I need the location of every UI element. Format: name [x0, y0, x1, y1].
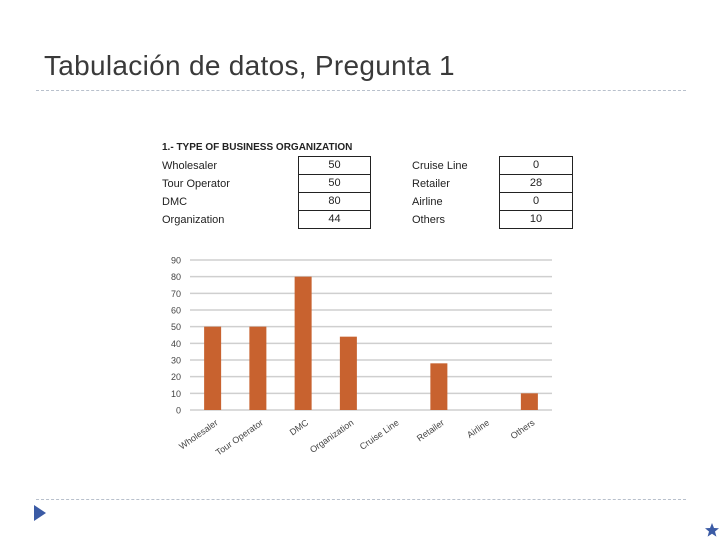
y-tick-label: 80	[171, 272, 181, 282]
table-left-label: Tour Operator	[162, 178, 230, 190]
table-left-value: 50	[298, 175, 371, 193]
star-icon	[705, 523, 719, 537]
x-tick-label: Tour Operator	[214, 417, 265, 457]
x-tick-label: DMC	[288, 417, 311, 437]
bar	[430, 363, 448, 410]
bar	[204, 326, 222, 410]
x-tick-label: Wholesaler	[177, 417, 220, 451]
y-tick-label: 70	[171, 289, 181, 299]
y-tick-label: 10	[171, 389, 181, 399]
x-tick-label: Airline	[465, 417, 491, 440]
triangle-right-icon[interactable]	[34, 505, 46, 521]
y-tick-label: 90	[171, 256, 181, 266]
table-left-label: Organization	[162, 214, 225, 226]
y-tick-label: 0	[176, 406, 181, 416]
slide-title: Tabulación de datos, Pregunta 1	[44, 50, 455, 81]
bar	[249, 326, 267, 410]
bar	[339, 336, 357, 410]
table-left-value: 50	[298, 156, 371, 175]
y-tick-label: 30	[171, 356, 181, 366]
y-tick-label: 50	[171, 322, 181, 332]
x-tick-label: Retailer	[415, 417, 446, 443]
footer-divider	[36, 499, 686, 500]
table-right-value: 28	[499, 175, 573, 193]
bar	[294, 276, 312, 410]
table-right-label: Cruise Line	[412, 160, 468, 172]
x-tick-label: Cruise Line	[358, 417, 401, 451]
table-left-value: 80	[298, 193, 371, 211]
table-left-value: 44	[298, 211, 371, 229]
table-right-label: Others	[412, 214, 446, 226]
y-tick-label: 60	[171, 306, 181, 316]
table-right-label: Retailer	[412, 178, 450, 190]
y-tick-label: 40	[171, 339, 181, 349]
table-right-value: 10	[499, 211, 573, 229]
table-right-label: Airline	[412, 196, 443, 208]
table-right-value: 0	[499, 156, 573, 175]
bar	[520, 393, 538, 410]
x-tick-label: Organization	[308, 417, 356, 454]
y-tick-label: 20	[171, 372, 181, 382]
table-left-label: Wholesaler	[162, 160, 218, 172]
x-tick-label: Others	[509, 417, 537, 441]
title-divider	[36, 90, 686, 91]
table-title: 1.- TYPE OF BUSINESS ORGANIZATION	[162, 142, 353, 153]
table-left-label: DMC	[162, 196, 188, 208]
table-right-value: 0	[499, 193, 573, 211]
